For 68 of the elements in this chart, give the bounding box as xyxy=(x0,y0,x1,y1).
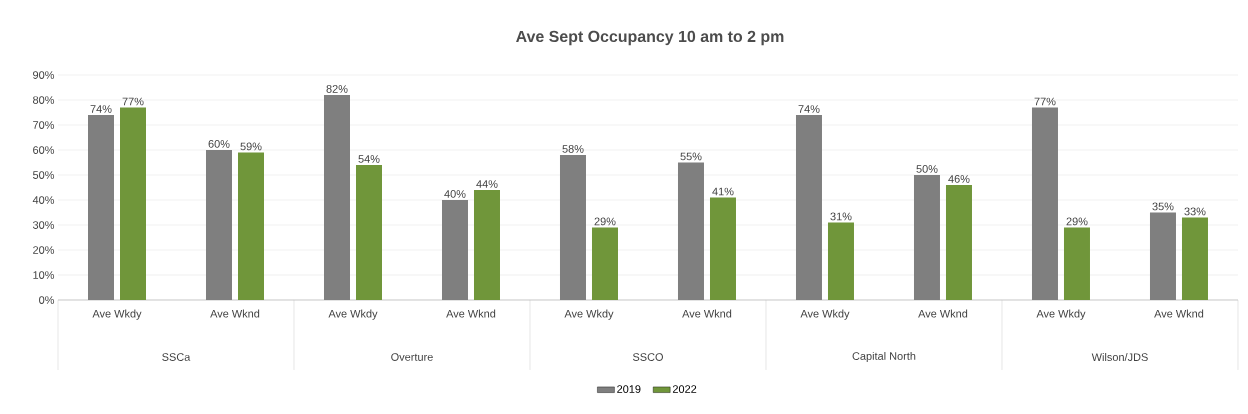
x-tick-label: Ave Wknd xyxy=(918,309,968,318)
data-label: 55% xyxy=(680,152,702,161)
x-tick-label: Ave Wkdy xyxy=(328,309,378,320)
data-label: 50% xyxy=(916,165,938,173)
bar xyxy=(88,115,114,300)
bar xyxy=(945,185,972,300)
y-tick-label: 0% xyxy=(39,296,55,304)
data-label: 82% xyxy=(326,85,348,93)
bar xyxy=(709,197,736,300)
data-label: 33% xyxy=(1184,207,1206,216)
data-label: 29% xyxy=(1066,217,1088,226)
x-tick-label: Ave Wknd xyxy=(210,309,260,318)
x-tick-label: Ave Wkdy xyxy=(564,309,614,320)
y-tick-label: 20% xyxy=(33,246,55,254)
data-label: 46% xyxy=(948,175,970,183)
y-tick-label: 90% xyxy=(33,71,55,79)
bar xyxy=(913,175,940,300)
bar xyxy=(1181,217,1208,300)
bar xyxy=(1149,212,1176,300)
bar xyxy=(473,190,500,300)
y-tick-label: 60% xyxy=(33,146,55,154)
bar xyxy=(1031,107,1058,300)
legend-label: 2019 xyxy=(617,385,641,393)
text: Capital North xyxy=(852,351,916,363)
bar xyxy=(1063,227,1090,300)
text: SSCa xyxy=(162,353,191,361)
bar xyxy=(356,165,382,300)
y-tick-label: 30% xyxy=(32,221,55,229)
data-label: 58% xyxy=(562,145,584,153)
bar xyxy=(591,227,618,300)
data-label: 44% xyxy=(476,180,498,188)
bar xyxy=(206,150,232,300)
text: Overture xyxy=(391,353,433,361)
legend-label: 2022 xyxy=(672,385,697,393)
y-tick-label: 50% xyxy=(32,171,55,179)
bar xyxy=(827,222,854,300)
data-label: 60% xyxy=(208,140,230,148)
data-label: 35% xyxy=(1152,202,1174,211)
bar xyxy=(323,95,350,300)
bar xyxy=(559,155,586,300)
bar xyxy=(677,162,704,300)
data-label: 31% xyxy=(830,212,852,221)
data-label: 77% xyxy=(1034,97,1056,106)
x-tick-label: Ave Wknd xyxy=(1154,309,1204,318)
data-label: 77% xyxy=(122,97,144,106)
bar xyxy=(441,200,468,300)
data-label: 29% xyxy=(594,217,616,226)
bar xyxy=(795,115,822,300)
bar xyxy=(238,152,264,300)
x-tick-label: Ave Wknd xyxy=(682,309,732,318)
chart-title: Ave Sept Occupancy 10 am to 2 pm xyxy=(516,30,784,46)
data-label: 74% xyxy=(798,105,820,113)
y-tick-label: 70% xyxy=(33,121,55,129)
x-tick-label: Ave Wkdy xyxy=(800,309,850,320)
y-tick-label: 10% xyxy=(33,271,55,279)
data-label: 74% xyxy=(90,105,112,113)
data-label: 54% xyxy=(358,155,380,163)
y-tick-label: 80% xyxy=(33,96,55,104)
data-label: 41% xyxy=(712,187,734,196)
x-tick-label: Ave Wknd xyxy=(446,309,496,318)
x-tick-label: Ave Wkdy xyxy=(92,309,142,320)
text: SSCO xyxy=(632,353,663,361)
y-tick-label: 40% xyxy=(32,196,55,204)
text: Wilson/JDS xyxy=(1091,352,1148,362)
data-label: 59% xyxy=(240,142,262,151)
x-tick-label: Ave Wkdy xyxy=(1036,309,1086,320)
bar xyxy=(120,107,146,300)
data-label: 40% xyxy=(444,190,466,198)
